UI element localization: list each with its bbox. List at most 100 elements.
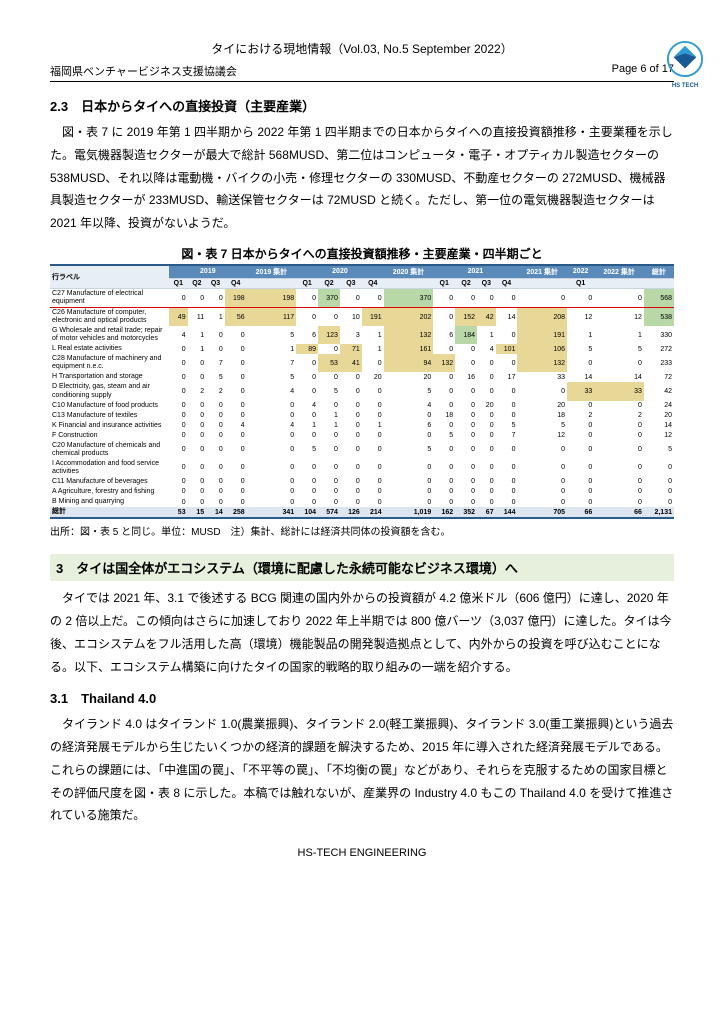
table-cell: 33 bbox=[517, 372, 567, 382]
table-cell: 20 bbox=[477, 401, 496, 411]
table-cell: 0 bbox=[247, 459, 297, 477]
table-cell: 0 bbox=[455, 477, 477, 487]
table-cell: 370 bbox=[318, 288, 340, 307]
table-cell: 0 bbox=[188, 497, 207, 507]
table-cell: 0 bbox=[567, 441, 594, 459]
table-cell: 0 bbox=[188, 487, 207, 497]
table-cell: 0 bbox=[433, 401, 455, 411]
table-cell: 0 bbox=[318, 344, 340, 354]
table-cell: 0 bbox=[433, 382, 455, 400]
table-cell: 0 bbox=[340, 431, 362, 441]
table-cell: 0 bbox=[477, 354, 496, 372]
total-cell: 144 bbox=[496, 507, 518, 517]
table-cell: 0 bbox=[169, 288, 188, 307]
table-cell: 2 bbox=[188, 382, 207, 400]
table-cell: 568 bbox=[644, 288, 674, 307]
table-cell: 0 bbox=[318, 487, 340, 497]
table-cell: 1 bbox=[296, 421, 318, 431]
table-cell: 7 bbox=[496, 431, 518, 441]
table-cell: 0 bbox=[362, 288, 384, 307]
table-cell: 0 bbox=[594, 477, 644, 487]
table-cell: 0 bbox=[644, 487, 674, 497]
total-cell: 2,131 bbox=[644, 507, 674, 517]
table-cell: 0 bbox=[477, 487, 496, 497]
table-cell: 198 bbox=[247, 288, 297, 307]
section-3-title: 3 タイは国全体がエコシステム（環境に配慮した永続可能なビジネス環境）へ bbox=[50, 554, 674, 581]
table-cell: 0 bbox=[340, 459, 362, 477]
table-cell: 0 bbox=[455, 421, 477, 431]
table-cell: 0 bbox=[225, 401, 247, 411]
total-cell: 14 bbox=[206, 507, 225, 517]
table-cell: 14 bbox=[594, 372, 644, 382]
table-cell: 0 bbox=[594, 354, 644, 372]
table-cell: 0 bbox=[340, 441, 362, 459]
table-cell: 0 bbox=[247, 477, 297, 487]
table-cell: 0 bbox=[455, 487, 477, 497]
table-cell: 0 bbox=[296, 459, 318, 477]
table-cell: 0 bbox=[318, 459, 340, 477]
table-row-label: D Electricity, gas, steam and air condit… bbox=[50, 382, 169, 400]
table-cell: 1 bbox=[188, 326, 207, 344]
table-cell: 2 bbox=[594, 411, 644, 421]
total-cell: 67 bbox=[477, 507, 496, 517]
table-cell: 0 bbox=[169, 382, 188, 400]
table-cell: 5 bbox=[247, 372, 297, 382]
table-cell: 0 bbox=[362, 411, 384, 421]
table-cell: 42 bbox=[644, 382, 674, 400]
table-cell: 20 bbox=[384, 372, 434, 382]
table-cell: 184 bbox=[455, 326, 477, 344]
table-cell: 0 bbox=[517, 477, 567, 487]
table-cell: 72 bbox=[644, 372, 674, 382]
table-cell: 1 bbox=[362, 421, 384, 431]
table-cell: 0 bbox=[567, 459, 594, 477]
table-cell: 0 bbox=[517, 441, 567, 459]
table-cell: 0 bbox=[567, 487, 594, 497]
total-cell: 352 bbox=[455, 507, 477, 517]
table-cell: 132 bbox=[384, 326, 434, 344]
table-cell: 0 bbox=[340, 382, 362, 400]
table-cell: 4 bbox=[296, 401, 318, 411]
table-cell: 0 bbox=[169, 441, 188, 459]
table-cell: 0 bbox=[433, 487, 455, 497]
table-cell: 5 bbox=[594, 344, 644, 354]
table-row-label: H Transportation and storage bbox=[50, 372, 169, 382]
table-cell: 0 bbox=[496, 326, 518, 344]
total-cell: 341 bbox=[247, 507, 297, 517]
table-cell: 0 bbox=[206, 288, 225, 307]
table-cell: 0 bbox=[477, 497, 496, 507]
page-number: Page 6 of 17 bbox=[612, 63, 674, 79]
total-label: 総計 bbox=[50, 507, 169, 517]
table-cell: 117 bbox=[247, 308, 297, 327]
table-cell: 0 bbox=[169, 372, 188, 382]
table-cell: 0 bbox=[567, 497, 594, 507]
table-cell: 0 bbox=[362, 497, 384, 507]
table-cell: 0 bbox=[296, 497, 318, 507]
table-cell: 0 bbox=[496, 441, 518, 459]
table-cell: 16 bbox=[455, 372, 477, 382]
footer: HS-TECH ENGINEERING bbox=[50, 847, 674, 859]
table-cell: 0 bbox=[496, 487, 518, 497]
table-cell: 0 bbox=[362, 431, 384, 441]
table-cell: 0 bbox=[496, 411, 518, 421]
table-cell: 0 bbox=[477, 372, 496, 382]
table-cell: 538 bbox=[644, 308, 674, 327]
table-cell: 0 bbox=[455, 459, 477, 477]
table-cell: 0 bbox=[225, 459, 247, 477]
table-cell: 1 bbox=[206, 308, 225, 327]
table-row-label: I Accommodation and food service activit… bbox=[50, 459, 169, 477]
table-cell: 0 bbox=[188, 477, 207, 487]
table-cell: 0 bbox=[496, 401, 518, 411]
table-cell: 0 bbox=[433, 459, 455, 477]
table-cell: 0 bbox=[594, 288, 644, 307]
table-cell: 0 bbox=[517, 497, 567, 507]
table-cell: 0 bbox=[296, 411, 318, 421]
table-cell: 0 bbox=[644, 477, 674, 487]
table-cell: 14 bbox=[644, 421, 674, 431]
table-row-label: C20 Manufacture of chemicals and chemica… bbox=[50, 441, 169, 459]
section-2-3-body: 図・表 7 に 2019 年第 1 四半期から 2022 年第 1 四半期までの… bbox=[50, 121, 674, 235]
table-cell: 0 bbox=[496, 354, 518, 372]
page-header: 福岡県ベンチャービジネス支援協議会 Page 6 of 17 bbox=[50, 63, 674, 82]
table-cell: 0 bbox=[188, 288, 207, 307]
table-cell: 0 bbox=[206, 441, 225, 459]
table-row-label: A Agriculture, forestry and fishing bbox=[50, 487, 169, 497]
